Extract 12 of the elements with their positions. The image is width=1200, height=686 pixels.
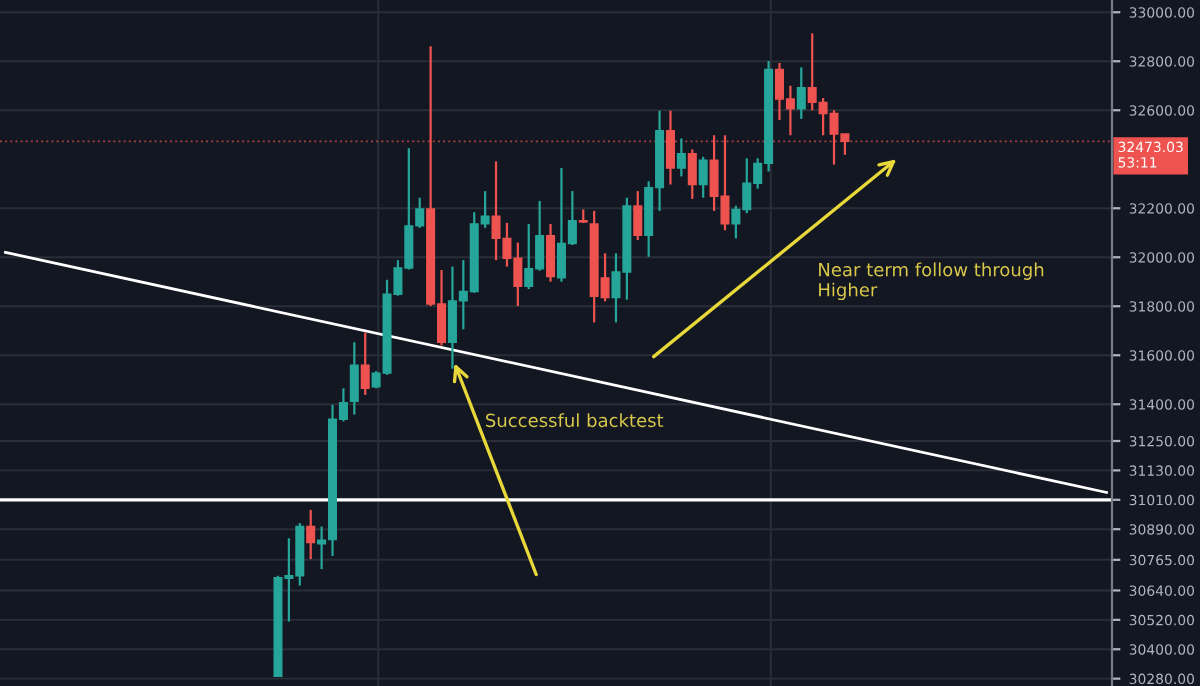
candlestick [546, 222, 556, 283]
candlestick [687, 148, 697, 201]
candlestick [360, 331, 370, 397]
annotation: Near term follow through Higher [819, 262, 1044, 301]
candlestick [317, 525, 327, 571]
candlestick [306, 508, 316, 561]
candlestick [676, 137, 686, 178]
annotation: Successful backtest [486, 413, 664, 428]
candlestick [698, 155, 708, 199]
candlestick [349, 341, 359, 416]
candlestick [796, 66, 806, 120]
candlestick [633, 189, 643, 242]
